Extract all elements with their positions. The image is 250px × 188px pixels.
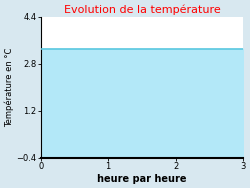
X-axis label: heure par heure: heure par heure	[97, 174, 187, 184]
Title: Evolution de la température: Evolution de la température	[64, 4, 220, 15]
Y-axis label: Température en °C: Température en °C	[4, 48, 14, 127]
